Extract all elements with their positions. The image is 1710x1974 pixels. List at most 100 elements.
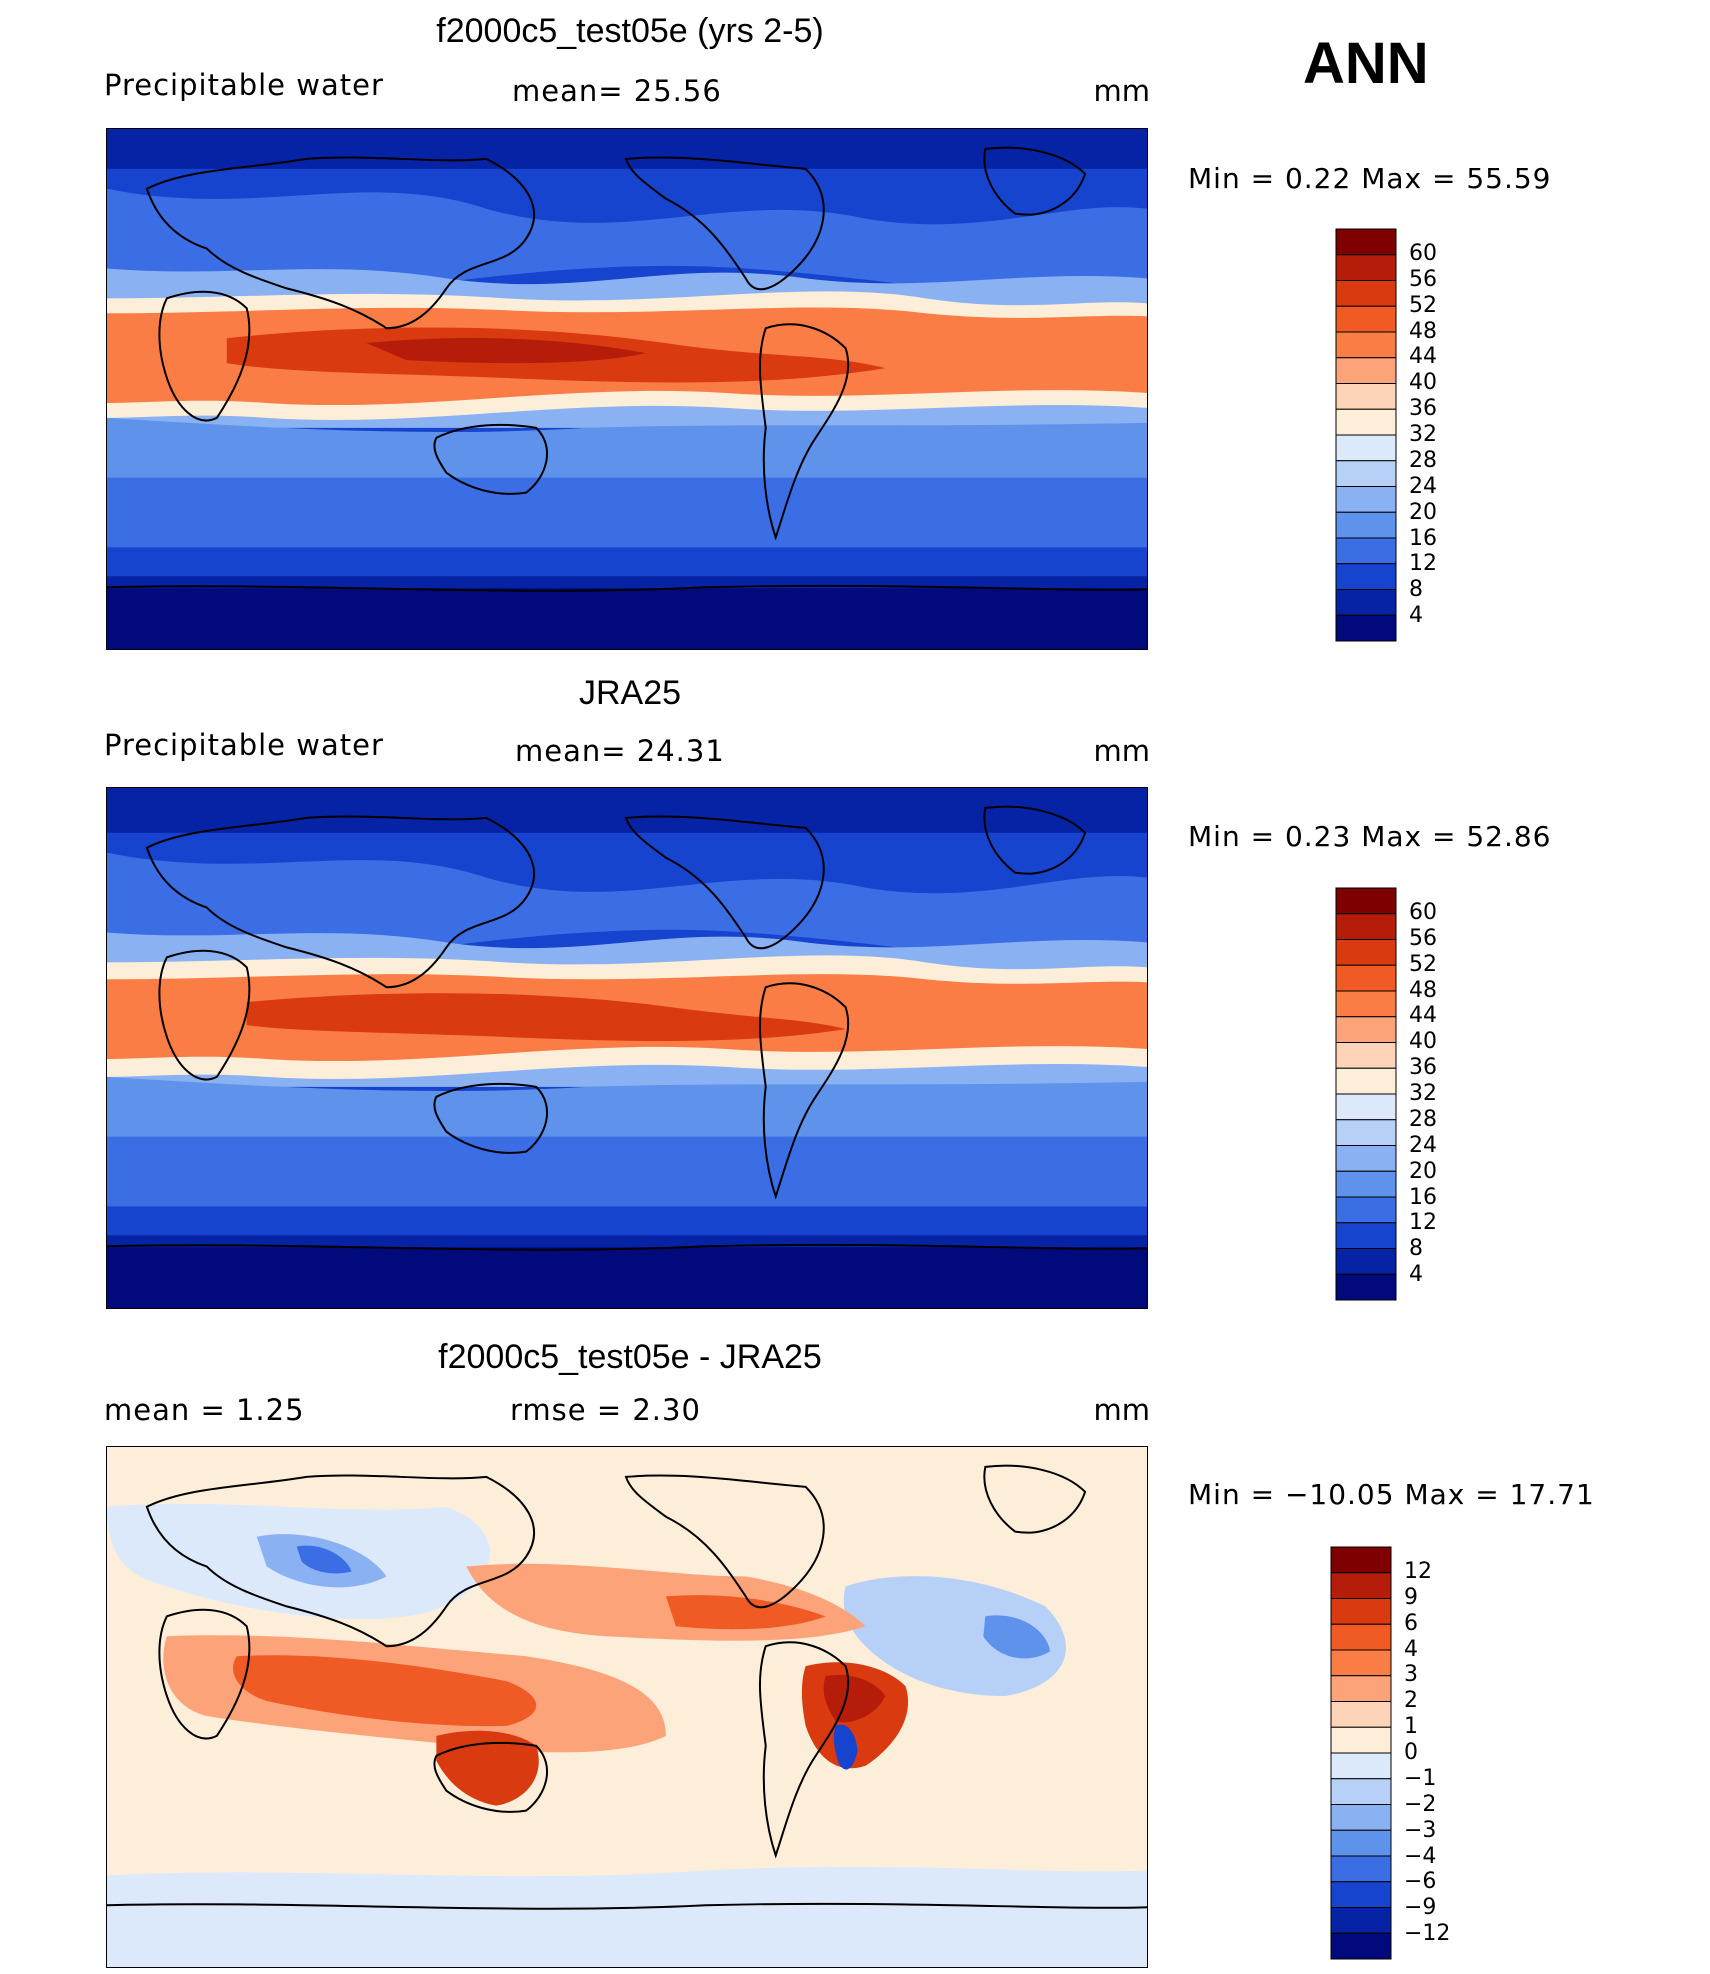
colorbar-label: 6 bbox=[1404, 1610, 1418, 1636]
colorbar-label: 52 bbox=[1409, 951, 1437, 977]
colorbar-swatch bbox=[1330, 1623, 1392, 1651]
colorbar-label: 32 bbox=[1409, 1081, 1437, 1106]
colorbar-swatch bbox=[1330, 1701, 1392, 1728]
colorbar-label: 56 bbox=[1409, 266, 1437, 292]
colorbar-label: 3 bbox=[1404, 1662, 1418, 1688]
colorbar-label: −3 bbox=[1404, 1817, 1437, 1843]
colorbar-swatch bbox=[1330, 1829, 1392, 1857]
minmax-obs: Min = 0.23 Max = 52.86 bbox=[1188, 820, 1552, 853]
colorbar-swatch bbox=[1335, 990, 1397, 1018]
colorbar-label: 44 bbox=[1409, 344, 1437, 370]
variable-label-model: Precipitable water bbox=[104, 68, 384, 102]
season-label: ANN bbox=[1303, 31, 1429, 96]
colorbar-swatch bbox=[1330, 1752, 1392, 1780]
colorbar-label: 4 bbox=[1409, 603, 1423, 629]
colorbar-swatch bbox=[1335, 913, 1397, 940]
colorbar-swatch bbox=[1330, 1804, 1392, 1831]
colorbar-label: −1 bbox=[1404, 1765, 1437, 1791]
colorbar-swatch bbox=[1335, 331, 1397, 359]
colorbar-label: 16 bbox=[1409, 1184, 1437, 1210]
colorbar-swatch bbox=[1330, 1649, 1392, 1677]
colorbar-swatch bbox=[1335, 1119, 1397, 1146]
colorbar-swatch bbox=[1335, 383, 1397, 410]
colorbar-swatch bbox=[1335, 460, 1397, 487]
colorbar-swatch bbox=[1335, 939, 1397, 966]
colorbar-model bbox=[1335, 228, 1397, 642]
units-label-obs: mm bbox=[1093, 734, 1151, 768]
colorbar-swatch bbox=[1335, 254, 1397, 281]
colorbar-swatches-diff bbox=[1330, 1546, 1392, 1960]
colorbar-swatch bbox=[1335, 1170, 1397, 1198]
colorbar-swatch bbox=[1330, 1932, 1392, 1960]
colorbar-swatch bbox=[1335, 1222, 1397, 1249]
colorbar-swatch bbox=[1330, 1598, 1392, 1625]
colorbar-swatch bbox=[1335, 1196, 1397, 1224]
colorbar-swatch bbox=[1335, 1273, 1397, 1301]
colorbar-swatch bbox=[1335, 280, 1397, 307]
colorbar-label: −6 bbox=[1404, 1869, 1437, 1895]
colorbar-label: 32 bbox=[1409, 422, 1437, 447]
colorbar-label: 8 bbox=[1409, 1236, 1423, 1262]
colorbar-label: 40 bbox=[1409, 370, 1437, 396]
colorbar-label: 52 bbox=[1409, 292, 1437, 318]
colorbar-label: 44 bbox=[1409, 1003, 1437, 1029]
colorbar-swatch bbox=[1335, 1016, 1397, 1043]
colorbar-swatch bbox=[1335, 1145, 1397, 1172]
colorbar-swatch bbox=[1335, 537, 1397, 565]
colorbar-swatch bbox=[1330, 1546, 1392, 1574]
colorbar-label: 60 bbox=[1409, 899, 1437, 925]
colorbar-swatch bbox=[1335, 434, 1397, 462]
panel-title-model: f2000c5_test05e (yrs 2-5) bbox=[436, 12, 824, 50]
colorbar-swatch bbox=[1330, 1572, 1392, 1599]
colorbar-swatch bbox=[1330, 1726, 1392, 1754]
colorbar-swatch bbox=[1335, 1042, 1397, 1069]
colorbar-label: −9 bbox=[1404, 1895, 1437, 1921]
colorbar-label: 48 bbox=[1409, 318, 1437, 344]
colorbar-label: 4 bbox=[1404, 1636, 1418, 1662]
colorbar-swatch bbox=[1335, 228, 1397, 256]
colorbar-swatch bbox=[1335, 614, 1397, 642]
colorbar-swatch bbox=[1330, 1778, 1392, 1805]
colorbar-label: −4 bbox=[1404, 1843, 1437, 1869]
colorbar-label: 24 bbox=[1409, 473, 1437, 499]
map-model bbox=[106, 128, 1148, 650]
colorbar-label: 36 bbox=[1409, 396, 1437, 422]
colorbar-label: 60 bbox=[1409, 240, 1437, 266]
colorbar-swatch bbox=[1335, 887, 1397, 915]
colorbar-swatch bbox=[1335, 305, 1397, 333]
variable-label-obs: Precipitable water bbox=[104, 728, 384, 762]
colorbar-swatch bbox=[1335, 408, 1397, 436]
colorbar-label: 40 bbox=[1409, 1029, 1437, 1055]
colorbar-swatch bbox=[1335, 486, 1397, 513]
colorbar-swatch bbox=[1335, 964, 1397, 992]
colorbar-label: 20 bbox=[1409, 499, 1437, 525]
colorbar-diff bbox=[1330, 1546, 1392, 1960]
colorbar-swatch bbox=[1335, 511, 1397, 539]
colorbar-swatches-obs bbox=[1335, 887, 1397, 1301]
colorbar-label: 36 bbox=[1409, 1055, 1437, 1081]
colorbar-label: 9 bbox=[1404, 1584, 1418, 1610]
mean-label-obs: mean= 24.31 bbox=[515, 734, 725, 768]
panel-title-diff: f2000c5_test05e - JRA25 bbox=[438, 1338, 822, 1376]
minmax-model: Min = 0.22 Max = 55.59 bbox=[1188, 162, 1552, 195]
colorbar-label: 24 bbox=[1409, 1132, 1437, 1158]
colorbar-label: 20 bbox=[1409, 1158, 1437, 1184]
colorbar-label: 12 bbox=[1409, 1210, 1437, 1236]
colorbar-label: 2 bbox=[1404, 1688, 1418, 1714]
units-label-model: mm bbox=[1093, 74, 1151, 108]
colorbar-swatch bbox=[1335, 1093, 1397, 1121]
minmax-diff: Min = −10.05 Max = 17.71 bbox=[1188, 1478, 1595, 1511]
colorbar-label: 4 bbox=[1409, 1262, 1423, 1288]
contour-map-obs bbox=[107, 788, 1147, 1308]
contour-map-model bbox=[107, 129, 1147, 649]
colorbar-label: 16 bbox=[1409, 525, 1437, 551]
colorbar-swatch bbox=[1335, 357, 1397, 384]
colorbar-label: −12 bbox=[1404, 1921, 1451, 1947]
colorbar-label: 12 bbox=[1409, 551, 1437, 577]
colorbar-label: 1 bbox=[1404, 1714, 1418, 1740]
mean-label-model: mean= 25.56 bbox=[512, 74, 722, 108]
colorbar-swatch bbox=[1335, 1067, 1397, 1095]
map-obs bbox=[106, 787, 1148, 1309]
colorbar-label: 48 bbox=[1409, 977, 1437, 1003]
colorbar-swatch bbox=[1335, 563, 1397, 590]
